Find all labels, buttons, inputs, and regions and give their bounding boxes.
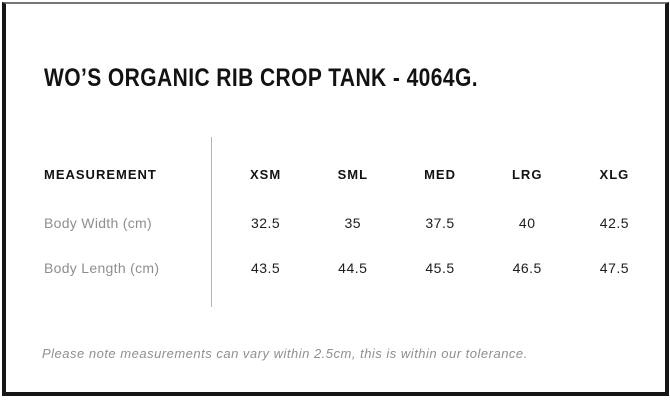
body-length-xsm: 43.5 xyxy=(250,260,281,276)
size-header-lrg: LRG xyxy=(511,167,543,182)
body-width-xsm: 32.5 xyxy=(250,215,281,231)
measurement-column-header: MEASUREMENT xyxy=(44,167,157,182)
table-row: 32.5 35 37.5 40 42.5 xyxy=(222,215,658,231)
body-width-xlg: 42.5 xyxy=(599,215,630,231)
body-width-med: 37.5 xyxy=(425,215,455,231)
table-column-divider xyxy=(211,137,212,307)
body-length-med: 45.5 xyxy=(425,260,455,276)
table-row: 43.5 44.5 45.5 46.5 47.5 xyxy=(222,260,658,276)
row-label-body-length: Body Length (cm) xyxy=(44,260,160,276)
body-length-sml: 44.5 xyxy=(338,260,368,276)
size-header-row: XSM SML MED LRG XLG xyxy=(222,167,658,183)
body-length-xlg: 47.5 xyxy=(599,260,630,276)
body-width-sml: 35 xyxy=(344,215,362,231)
size-header-med: MED xyxy=(424,167,456,182)
product-title: WO’S ORGANIC RIB CROP TANK - 4064G. xyxy=(44,63,478,92)
size-header-sml: SML xyxy=(337,167,369,182)
row-label-body-width: Body Width (cm) xyxy=(44,215,152,231)
size-header-xlg: XLG xyxy=(599,167,630,182)
size-header-xsm: XSM xyxy=(250,167,282,182)
tolerance-note: Please note measurements can vary within… xyxy=(42,346,528,361)
body-length-lrg: 46.5 xyxy=(512,260,542,276)
body-width-lrg: 40 xyxy=(518,215,536,231)
